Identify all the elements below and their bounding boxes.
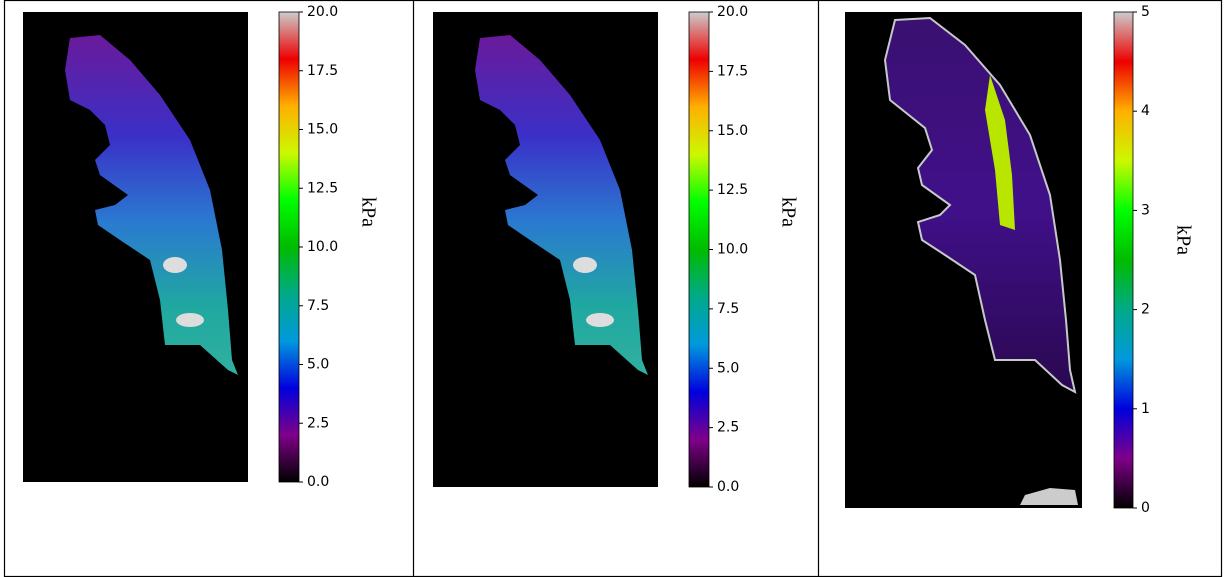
tick-label: 2.5 [717, 420, 739, 436]
tick-label: 1 [1141, 401, 1150, 417]
colorbar-fill [1113, 11, 1134, 509]
image-panel [845, 12, 1082, 508]
tick-label: 15.0 [717, 123, 748, 139]
colorbar-label: kPa [777, 197, 799, 227]
tick-label: 5 [1141, 4, 1150, 20]
image-panel [433, 12, 658, 487]
tick-label: 0.0 [717, 479, 739, 495]
colorbar-fill [688, 11, 710, 488]
tick-label: 7.5 [307, 298, 329, 314]
tick-label: 0 [1141, 500, 1150, 516]
colorbar-label: kPa [357, 197, 379, 227]
colorbar-fill [278, 11, 300, 483]
tick-label: 0.0 [307, 474, 329, 490]
colorbar: 0.0 2.5 5.0 7.5 10.0 12.5 15.0 17.5 20.0 kPa [278, 4, 379, 490]
tick-label: 15.0 [307, 122, 338, 138]
colorbar: 0 1 2 3 4 5 kPa [1113, 4, 1194, 516]
tick-label: 4 [1141, 103, 1150, 119]
tick-label: 12.5 [717, 182, 748, 198]
colorbar: 0.0 2.5 5.0 7.5 10.0 12.5 15.0 17.5 20.0 kPa [688, 4, 799, 495]
tick-label: 10.0 [307, 239, 338, 255]
tick-label: 2 [1141, 302, 1150, 318]
tick-label: 20.0 [717, 4, 748, 20]
tick-label: 17.5 [307, 63, 338, 79]
tick-label: 17.5 [717, 63, 748, 79]
colorbar-label: kPa [1172, 225, 1194, 255]
tick-label: 10.0 [717, 242, 748, 258]
tick-label: 7.5 [717, 301, 739, 317]
image-panel [23, 12, 248, 482]
tick-label: 12.5 [307, 180, 338, 196]
tick-label: 3 [1141, 202, 1150, 218]
tick-label: 2.5 [307, 415, 329, 431]
tick-label: 5.0 [717, 360, 739, 376]
tick-label: 5.0 [307, 357, 329, 373]
tick-label: 20.0 [307, 4, 338, 20]
